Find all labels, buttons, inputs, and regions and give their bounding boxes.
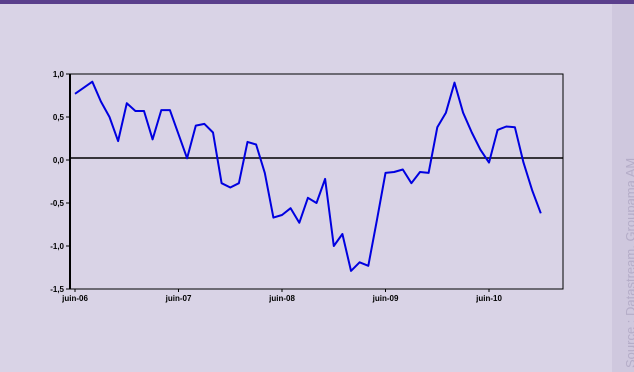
- y-tick-label: 0,5: [53, 113, 65, 122]
- series-line: [74, 80, 542, 272]
- y-tick-label: 1,0: [53, 70, 65, 79]
- y-tick-label: -0,5: [50, 199, 64, 208]
- plot-frame: [69, 73, 564, 290]
- y-tick-label: -1,5: [50, 285, 64, 294]
- y-tick-label: -1,0: [50, 242, 64, 251]
- y-tick-label: 0,0: [53, 156, 65, 165]
- x-tick-label: juin-09: [372, 294, 399, 303]
- x-tick-label: juin-07: [165, 294, 192, 303]
- x-axis-ticks: juin-06 juin-07 juin-08 juin-09 juin-10: [61, 289, 502, 303]
- x-tick-label: juin-10: [475, 294, 502, 303]
- header-bar: [0, 0, 634, 4]
- x-tick-label: juin-06: [61, 294, 88, 303]
- x-tick-label: juin-08: [268, 294, 295, 303]
- side-panel: [612, 4, 634, 372]
- y-axis-ticks: 1,0 0,5 0,0 -0,5 -1,0 -1,5: [50, 70, 70, 294]
